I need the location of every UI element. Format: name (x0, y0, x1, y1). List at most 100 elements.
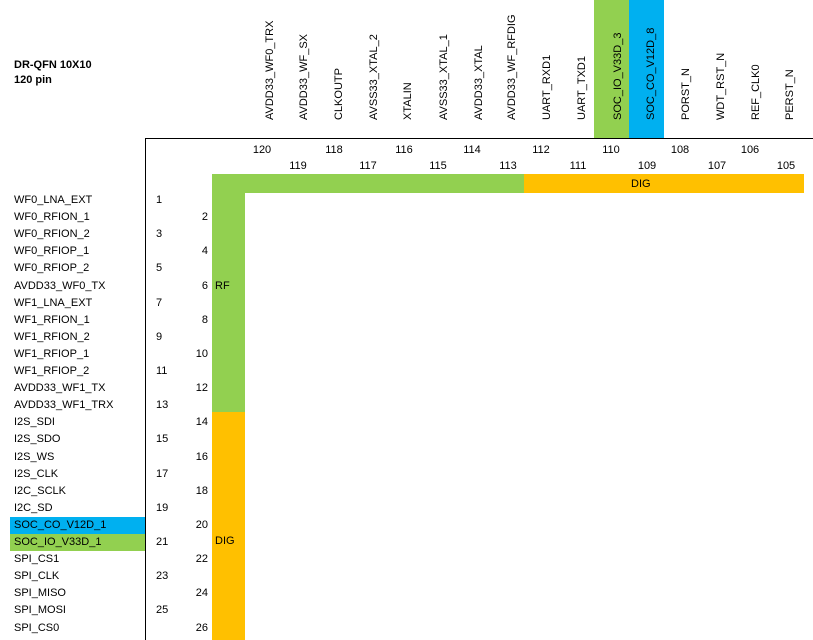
top-pin-label: PORST_N (680, 68, 692, 120)
left-pin-label: WF1_RFION_2 (14, 330, 90, 343)
top-pin-label: CLKOUTP (333, 68, 345, 120)
left-pin-number: 13 (156, 399, 169, 412)
dig-region-label-left: DIG (215, 535, 235, 547)
top-pin-label: AVDD33_WF0_TRX (264, 20, 276, 120)
dig-region-left (212, 412, 245, 640)
top-pin-highlight-blue (629, 0, 664, 138)
left-pin-label: SOC_IO_V33D_1 (14, 536, 102, 548)
top-pin-highlight-green (594, 0, 629, 138)
left-pin-label: WF0_RFION_2 (14, 228, 90, 241)
left-pin-label: I2S_CLK (14, 467, 59, 480)
top-pin-number: 113 (499, 160, 517, 172)
top-pin-label: SOC_CO_V12D_8 (645, 27, 657, 120)
top-pin-number: 116 (395, 144, 413, 156)
top-pin-number: 110 (602, 144, 620, 156)
left-pin-label: I2S_SDO (14, 433, 61, 446)
left-pin-label: WF1_RFIOP_1 (14, 347, 90, 360)
package-title: DR-QFN 10X10 120 pin (14, 58, 92, 88)
left-pin-number: 10 (195, 347, 208, 360)
left-pin-number: 11 (156, 365, 168, 377)
left-pin-label: SOC_CO_V12D_1 (14, 518, 107, 531)
top-pin-label: AVSS33_XTAL_2 (368, 34, 380, 120)
left-pin-label: SPI_MISO (14, 587, 66, 600)
rf-region-left (212, 193, 245, 412)
left-pin-label: WF1_RFION_1 (14, 313, 90, 326)
top-pin-label: AVDD33_XTAL (473, 45, 485, 120)
left-pin-number: 4 (201, 245, 208, 258)
top-pin-label: XTALIN (402, 82, 414, 120)
top-pin-label: UART_TXD1 (576, 56, 588, 120)
left-pin-number: 14 (195, 416, 208, 429)
top-pin-number: 114 (463, 144, 481, 156)
top-pin-number: 106 (740, 144, 760, 156)
top-pin-label: AVDD33_WF_SX (298, 34, 310, 120)
left-pin-label: WF0_RFIOP_1 (14, 245, 90, 258)
left-pin-number: 18 (195, 484, 208, 497)
dig-region-top (524, 174, 804, 193)
top-pin-label: SOC_IO_V33D_3 (612, 32, 624, 120)
chip-border-left (145, 138, 146, 640)
top-pin-number: 111 (569, 160, 587, 172)
top-pin-number: 120 (252, 144, 272, 156)
left-pin-number: 21 (156, 536, 169, 548)
left-pin-label: I2C_SCLK (14, 484, 66, 497)
rf-region-label: RF (215, 280, 230, 292)
top-pin-number: 108 (670, 144, 690, 156)
left-pin-label: SPI_CS0 (14, 621, 60, 634)
left-pin-number: 25 (156, 604, 169, 617)
left-pin-number: 5 (156, 262, 163, 275)
left-pin-number: 26 (195, 621, 208, 634)
top-pin-number: 119 (289, 160, 307, 172)
left-pin-label: SPI_CLK (14, 570, 60, 583)
top-pin-number: 107 (707, 160, 727, 172)
top-pin-number: 112 (532, 144, 550, 156)
left-pin-number: 2 (201, 211, 208, 224)
left-pin-label: WF0_RFIOP_2 (14, 262, 90, 275)
left-pin-label: I2S_WS (14, 450, 55, 463)
top-pin-label: AVSS33_XTAL_1 (438, 34, 450, 120)
top-pin-number: 118 (325, 144, 343, 156)
package-name: DR-QFN 10X10 (14, 59, 92, 71)
left-pin-label: SPI_CS1 (14, 553, 60, 566)
left-pin-number: 22 (195, 553, 208, 566)
left-pin-number: 24 (195, 587, 208, 600)
left-pin-label: WF1_LNA_EXT (14, 296, 93, 309)
chip-border-top (145, 138, 813, 139)
left-pin-number: 23 (156, 570, 169, 583)
left-pin-number: 1 (156, 194, 163, 206)
left-pin-number: 6 (201, 279, 208, 292)
rf-region-top (212, 174, 524, 193)
left-pin-label: WF0_LNA_EXT (14, 194, 93, 206)
left-pin-label: I2S_SDI (14, 416, 55, 429)
left-pin-label: WF0_RFION_1 (14, 211, 90, 224)
left-pin-number: 16 (195, 450, 208, 463)
left-pin-label: I2C_SD (14, 501, 53, 514)
left-pin-highlight-green (10, 534, 145, 552)
left-pin-highlight-blue (10, 516, 145, 534)
left-pin-number: 19 (156, 501, 169, 514)
top-pin-label: WDT_RST_N (715, 52, 727, 120)
left-pin-number: 17 (156, 467, 169, 480)
top-pin-number: 115 (429, 160, 447, 172)
left-pin-label: AVDD33_WF1_TX (14, 382, 106, 395)
left-pin-number: 7 (156, 296, 163, 309)
left-pin-number: 8 (201, 313, 208, 326)
left-pin-label: SPI_MOSI (14, 604, 66, 617)
top-pin-number: 117 (359, 160, 377, 172)
top-pin-label: UART_RXD1 (541, 54, 553, 120)
top-pin-label: REF_CLK0 (750, 64, 762, 120)
top-pin-number: 109 (637, 160, 657, 172)
dig-region-label-top: DIG (631, 178, 651, 190)
left-pin-number: 15 (156, 433, 169, 446)
top-pin-number: 105 (776, 160, 796, 172)
top-pin-label: AVDD33_WF_RFDIG (506, 14, 518, 120)
left-pin-number: 12 (195, 382, 208, 395)
pin-count: 120 pin (14, 74, 52, 86)
top-pin-label: PERST_N (784, 69, 796, 120)
left-pin-label: AVDD33_WF1_TRX (14, 399, 114, 412)
left-pin-label: AVDD33_WF0_TX (14, 279, 106, 292)
left-pin-number: 9 (156, 330, 163, 343)
left-pin-label: WF1_RFIOP_2 (14, 365, 90, 377)
left-pin-number: 3 (156, 228, 163, 241)
left-pin-number: 20 (195, 518, 208, 531)
